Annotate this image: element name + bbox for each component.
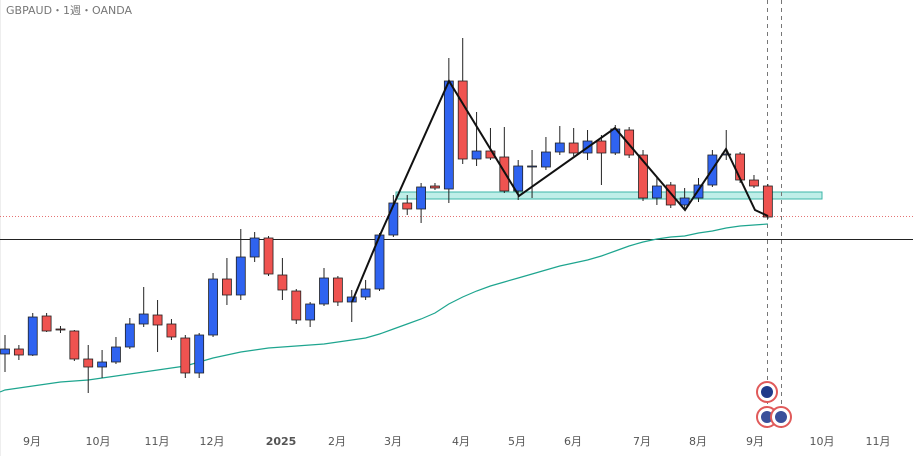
candle-body [749, 179, 759, 187]
x-tick-label: 12月 [200, 435, 225, 448]
candle-body [166, 323, 177, 338]
candle-body [332, 277, 343, 303]
candle-body [430, 185, 440, 189]
candle-body [27, 316, 38, 356]
candle-body [513, 165, 524, 192]
candle-body [208, 278, 218, 336]
candle-body [277, 274, 288, 291]
candle-body [554, 142, 565, 153]
candle-body [83, 358, 94, 368]
candle-body [124, 323, 135, 348]
candle-body [235, 256, 246, 296]
candle-body [111, 346, 121, 363]
x-tick-label: 10月 [810, 435, 835, 448]
candle-body [360, 288, 371, 298]
candle-body [665, 184, 676, 206]
candle-body [0, 348, 10, 355]
flag-icon-inner [761, 411, 773, 423]
candle-body [152, 314, 163, 326]
candle-body [499, 156, 510, 192]
zigzag [351, 78, 769, 303]
candle-body [346, 296, 357, 303]
x-tick-label: 5月 [508, 435, 526, 448]
candle-body [305, 303, 316, 321]
flag-icon-inner [775, 411, 787, 423]
candle-body [180, 337, 191, 374]
x-tick-label: 2月 [328, 435, 346, 448]
candle-body [457, 80, 468, 160]
candle-body [651, 185, 662, 199]
candle-body [249, 237, 260, 258]
x-tick-label: 9月 [746, 435, 764, 448]
candle-body [638, 154, 648, 199]
x-tick-label: 4月 [452, 435, 470, 448]
candle-body [735, 153, 746, 181]
x-tick-label: 2025 [266, 435, 297, 448]
candle-body [443, 80, 454, 190]
x-tick-label: 3月 [384, 435, 402, 448]
moving-average [0, 223, 768, 393]
x-tick-label: 10月 [86, 435, 111, 448]
candle-body [527, 165, 537, 168]
candle-body [568, 142, 579, 154]
candle-body [416, 186, 427, 210]
candle-body [388, 202, 399, 236]
x-tick-label: 6月 [564, 435, 582, 448]
x-tick-label: 9月 [23, 435, 41, 448]
candle-body [679, 197, 690, 206]
candle-body [624, 129, 635, 156]
candle-body [41, 315, 52, 332]
candle-body [97, 361, 107, 368]
candle-body [13, 348, 24, 356]
candle-body [291, 290, 302, 321]
candles [0, 38, 773, 393]
candle-body [541, 151, 551, 168]
x-tick-label: 11月 [866, 435, 891, 448]
candle-body [319, 277, 329, 305]
x-tick-label: 7月 [633, 435, 651, 448]
candle-body [402, 202, 413, 210]
x-tick-label: 11月 [145, 435, 170, 448]
candle-body [194, 334, 205, 374]
candle-body [138, 313, 149, 325]
x-tick-label: 8月 [689, 435, 707, 448]
candle-body [222, 278, 232, 296]
candle-body [263, 237, 274, 275]
support-zone [395, 191, 823, 200]
x-axis: 9月 10月 11月 12月 2025 2月 3月 4月 5月 6月 7月 8月 9月 10月 11月 [23, 435, 891, 448]
candle-body [55, 328, 66, 331]
candle-body [471, 150, 482, 160]
candle-body [762, 185, 773, 218]
candle-body [69, 330, 80, 360]
flag-icon-inner [761, 386, 773, 398]
chart-title: GBPAUD・1週・OANDA [6, 4, 133, 17]
candle-body [596, 140, 607, 154]
